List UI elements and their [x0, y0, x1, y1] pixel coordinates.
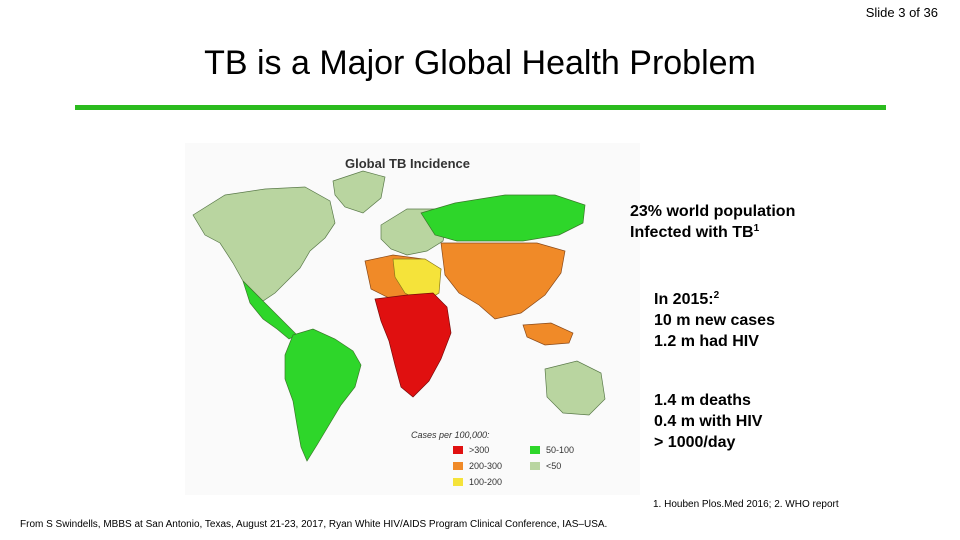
svg-text:100-200: 100-200	[469, 477, 502, 487]
source-credit: From S Swindells, MBBS at San Antonio, T…	[20, 519, 608, 530]
title-underline	[75, 105, 886, 110]
south-america-region	[284, 328, 362, 462]
australia-region	[544, 360, 606, 416]
legend-item-gt300: >300	[453, 445, 489, 455]
references: 1. Houben Plos.Med 2016; 2. WHO report	[653, 499, 839, 510]
legend-item-100-200: 100-200	[453, 477, 502, 487]
map-title: Global TB Incidence	[345, 156, 470, 171]
world-tb-map: Global TB Incidence Cases per 100,000: >…	[185, 143, 640, 495]
sub-saharan-africa-region	[374, 292, 452, 398]
asia-region	[440, 242, 566, 320]
svg-text:50-100: 50-100	[546, 445, 574, 455]
legend-item-50-100: 50-100	[530, 445, 574, 455]
north-america-region	[192, 186, 336, 302]
footnote-marker: 1	[753, 223, 760, 234]
stat-line: Infected with TB1	[630, 223, 760, 242]
legend-item-lt50: <50	[530, 461, 561, 471]
stat-line: 1.2 m had HIV	[654, 333, 759, 350]
svg-text:>300: >300	[469, 445, 489, 455]
slide-counter: Slide 3 of 36	[865, 5, 938, 20]
legend-title: Cases per 100,000:	[411, 430, 490, 440]
svg-text:200-300: 200-300	[469, 461, 502, 471]
stat-line: In 2015:2	[654, 290, 720, 309]
stat-line: 23% world population	[630, 203, 796, 220]
stat-line: 10 m new cases	[654, 312, 775, 329]
russia-region	[420, 194, 586, 242]
stat-line: 0.4 m with HIV	[654, 413, 763, 430]
svg-text:<50: <50	[546, 461, 561, 471]
legend-item-200-300: 200-300	[453, 461, 502, 471]
southeast-asia-region	[522, 322, 574, 346]
stat-line: > 1000/day	[654, 434, 736, 451]
stat-line: 1.4 m deaths	[654, 392, 751, 409]
greenland-region	[332, 170, 386, 214]
stat-block-2015: In 2015:2 10 m new cases 1.2 m had HIV	[654, 289, 775, 352]
slide-title: TB is a Major Global Health Problem	[204, 44, 756, 82]
stat-block-deaths: 1.4 m deaths 0.4 m with HIV > 1000/day	[654, 390, 762, 453]
footnote-marker: 2	[713, 290, 720, 301]
stat-block-infected: 23% world population Infected with TB1	[630, 201, 795, 243]
